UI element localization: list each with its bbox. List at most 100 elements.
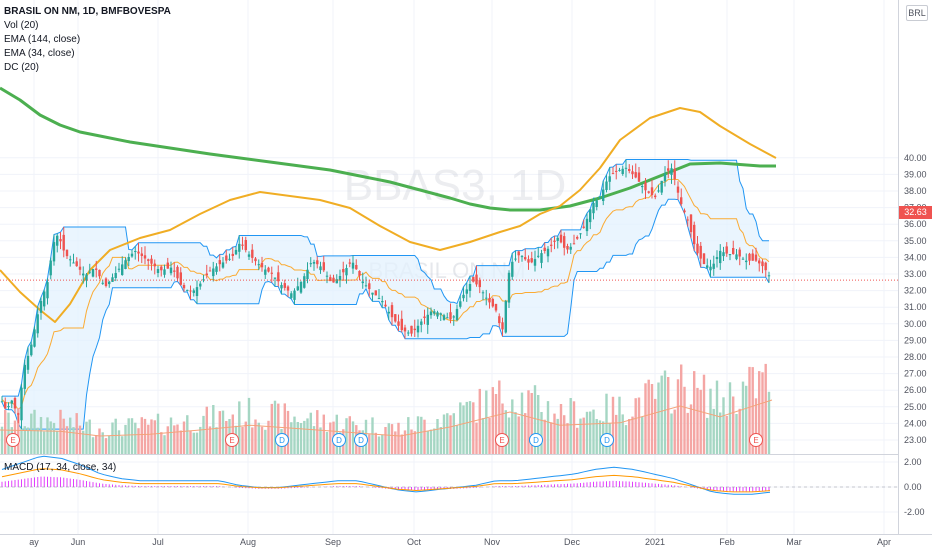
volume-bar (449, 415, 452, 454)
candle-body (758, 260, 761, 264)
volume-bar (322, 414, 325, 454)
volume-bar (43, 431, 46, 454)
candle-body (520, 256, 524, 258)
candle-body (176, 266, 179, 279)
candle-body (738, 249, 741, 257)
candle-body (767, 275, 771, 277)
candle-body (465, 289, 468, 294)
candle-body (553, 240, 556, 242)
currency-badge[interactable]: BRL (906, 5, 928, 21)
candle-body (719, 250, 722, 264)
volume-bar (455, 425, 459, 454)
volume-bar (407, 417, 410, 454)
candle-body (215, 266, 218, 272)
candle-body (433, 311, 436, 314)
volume-bar (637, 397, 641, 454)
volume-bar (413, 431, 416, 454)
volume-bar (127, 418, 130, 454)
event-label: E (229, 436, 234, 445)
candle-body (507, 272, 511, 303)
candle-body (647, 191, 650, 193)
volume-bar (572, 401, 576, 454)
candle-body (673, 168, 676, 180)
volume-bar (514, 412, 517, 454)
candle-body (618, 169, 621, 171)
volume-bar (439, 427, 442, 454)
time-tick: Apr (877, 537, 891, 547)
candle-body (20, 387, 23, 421)
price-tick: 40.00 (904, 153, 927, 163)
time-tick: Nov (484, 537, 501, 547)
candle-body (550, 244, 553, 246)
legend-ema34[interactable]: EMA (34, close) (4, 48, 75, 59)
volume-bar (660, 375, 663, 454)
price-tick: 38.00 (904, 186, 927, 196)
candle-body (699, 245, 702, 259)
candle-body (390, 305, 394, 318)
volume-bar (488, 418, 491, 454)
volume-bar (264, 429, 267, 454)
candle-body (680, 197, 683, 205)
candle-body (546, 248, 550, 257)
price-tick: 29.00 (904, 335, 927, 345)
volume-bar (218, 411, 221, 454)
volume-bar (202, 415, 205, 454)
volume-bar (429, 429, 433, 454)
volume-bar (618, 396, 621, 454)
symbol-title[interactable]: BRASIL ON NM, 1D, BMFBOVESPA (4, 6, 171, 17)
candle-body (426, 314, 429, 325)
candle-body (150, 258, 153, 264)
volume-bar (121, 436, 124, 454)
volume-bar (17, 408, 20, 454)
volume-bar (351, 421, 355, 454)
volume-bar (293, 416, 296, 454)
time-tick: Dec (564, 537, 581, 547)
candle-body (101, 282, 104, 284)
price-tick: 28.00 (904, 352, 927, 362)
legend-ema144[interactable]: EMA (144, close) (4, 34, 81, 45)
candle-body (267, 267, 270, 272)
ema144-line (0, 86, 776, 212)
candle-body (446, 317, 449, 319)
volume-bar (475, 422, 478, 454)
candle-body (121, 264, 124, 275)
volume-bar (98, 428, 101, 454)
volume-bar (624, 425, 628, 454)
volume-bar (195, 432, 199, 454)
candle-body (205, 273, 208, 275)
event-earnings-icon (749, 433, 763, 447)
candle-body (764, 262, 767, 271)
price-tick: 32.00 (904, 286, 927, 296)
candle-body (95, 268, 98, 270)
price-tick: 31.00 (904, 302, 927, 312)
volume-bar (36, 427, 39, 454)
candle-body (153, 263, 156, 267)
candle-body (751, 253, 754, 261)
legend-volume[interactable]: Vol (20) (4, 20, 39, 31)
candle-body (468, 284, 472, 291)
volume-bar (426, 431, 429, 454)
volume-bar (546, 401, 550, 454)
candle-body (670, 168, 673, 175)
legend-donchian[interactable]: DC (20) (4, 62, 40, 73)
candle-body (475, 274, 478, 285)
volume-bar (540, 412, 543, 454)
event-earnings-icon (495, 433, 509, 447)
volume-bar (26, 427, 30, 454)
candle-body (413, 328, 416, 331)
volume-bar (507, 417, 511, 454)
candle-body (264, 269, 267, 275)
volume-bar (722, 397, 725, 454)
candle-body (179, 272, 182, 285)
candle-body (745, 260, 748, 263)
volume-bar (290, 422, 293, 454)
candle-body (56, 235, 59, 246)
candle-body (88, 271, 91, 273)
macd-legend[interactable]: MACD (17, 34, close, 34) (4, 462, 117, 473)
volume-bar (182, 421, 186, 454)
candle-body (722, 252, 725, 257)
volume-bar (283, 403, 286, 454)
candle-body (524, 257, 527, 260)
